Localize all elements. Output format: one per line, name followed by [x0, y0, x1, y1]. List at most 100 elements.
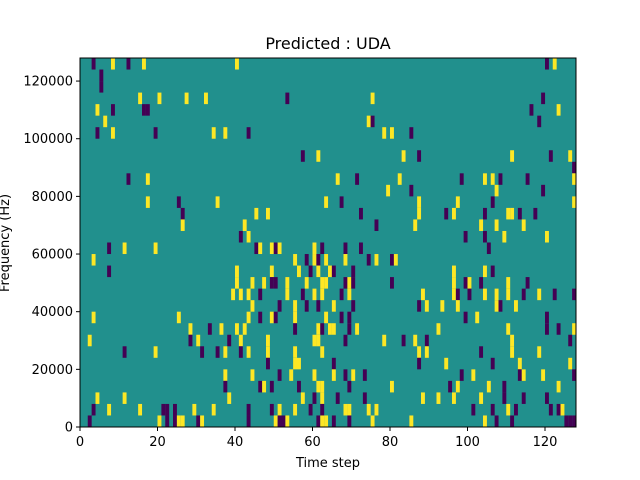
- heatmap-cell: [362, 392, 367, 404]
- heatmap-cell: [355, 173, 360, 185]
- heatmap-cell: [285, 92, 290, 105]
- x-axis-label: Time step: [295, 456, 360, 471]
- heatmap-cell: [320, 403, 325, 416]
- heatmap-cell: [351, 369, 356, 381]
- heatmap-cell: [390, 277, 394, 289]
- y-tick-label: 0: [65, 421, 73, 436]
- heatmap-cell: [111, 58, 115, 70]
- heatmap-cell: [514, 403, 518, 416]
- heatmap-cell: [297, 357, 301, 370]
- heatmap-cell: [490, 357, 495, 370]
- heatmap-cell: [409, 415, 414, 427]
- heatmap-cell: [87, 334, 92, 347]
- heatmap-cell: [324, 254, 329, 266]
- heatmap-cell: [103, 115, 108, 128]
- heatmap-cell: [316, 265, 321, 278]
- heatmap-cell: [351, 265, 356, 278]
- heatmap-cell: [421, 288, 425, 301]
- heatmap-cell: [320, 323, 325, 335]
- heatmap-cell: [556, 104, 561, 116]
- heatmap-cell: [223, 346, 228, 358]
- heatmap-cell: [320, 392, 325, 404]
- heatmap-cell: [107, 403, 112, 416]
- heatmap-cell: [235, 58, 239, 70]
- heatmap-cell: [273, 277, 278, 289]
- heatmap-cell: [521, 219, 526, 231]
- heatmap-cell: [277, 415, 282, 427]
- heatmap-cell: [471, 403, 476, 416]
- heatmap-cell: [316, 380, 321, 393]
- x-tick-label: 20: [149, 435, 166, 450]
- heatmap-cell: [320, 380, 325, 393]
- heatmap-cell: [269, 265, 274, 278]
- heatmap-cell: [347, 288, 352, 301]
- heatmap-cell: [459, 369, 464, 381]
- heatmap-cell: [316, 254, 321, 266]
- heatmap-cell: [266, 357, 270, 370]
- heatmap-cell: [242, 323, 247, 335]
- heatmap-cell: [312, 334, 317, 347]
- heatmap-cell: [556, 323, 561, 335]
- heatmap-cell: [269, 403, 274, 416]
- heatmap-cell: [273, 415, 278, 427]
- y-tick-label: 80000: [32, 190, 73, 205]
- heatmap-cell: [343, 403, 348, 416]
- heatmap-cell: [250, 300, 255, 312]
- heatmap-cell: [417, 196, 422, 208]
- heatmap-cell: [235, 323, 239, 335]
- heatmap-cell: [235, 265, 239, 278]
- heatmap-cell: [529, 104, 534, 116]
- heatmap-cell: [525, 277, 530, 289]
- heatmap-cell: [343, 254, 348, 266]
- heatmap-cell: [293, 311, 298, 324]
- heatmap-cell: [91, 58, 96, 70]
- heatmap-cell: [483, 288, 487, 301]
- heatmap-cell: [370, 415, 375, 427]
- heatmap-cell: [242, 219, 247, 231]
- heatmap-cell: [235, 277, 239, 289]
- heatmap-cells: [87, 58, 577, 427]
- heatmap-cell: [180, 207, 185, 220]
- heatmap-cell: [355, 323, 360, 335]
- heatmap-cell: [91, 254, 96, 266]
- heatmap-cell: [537, 115, 542, 128]
- heatmap-cell: [343, 369, 348, 381]
- heatmap-cell: [138, 92, 143, 105]
- heatmap-cell: [390, 380, 394, 393]
- heatmap-cell: [204, 92, 208, 105]
- heatmap-cell: [455, 300, 460, 312]
- heatmap-cell: [506, 277, 511, 289]
- heatmap-cell: [366, 254, 371, 266]
- x-tick-label: 100: [455, 435, 480, 450]
- heatmap-cell: [176, 415, 181, 427]
- heatmap-cell: [498, 300, 503, 312]
- heatmap-cell: [374, 403, 379, 416]
- chart-title: Predicted : UDA: [265, 34, 390, 53]
- heatmap-cell: [324, 196, 329, 208]
- heatmap-cell: [308, 265, 313, 278]
- heatmap-cell: [455, 380, 460, 393]
- heatmap-cell: [506, 403, 511, 416]
- y-tick-label: 20000: [32, 363, 73, 378]
- heatmap-cell: [312, 288, 317, 301]
- heatmap-cell: [424, 346, 429, 358]
- heatmap-cell: [502, 392, 507, 404]
- heatmap-cell: [328, 265, 332, 278]
- heatmap-cell: [211, 127, 216, 139]
- heatmap-cell: [386, 184, 391, 197]
- heatmap-cell: [246, 415, 251, 427]
- heatmap-cell: [107, 265, 112, 278]
- heatmap-cell: [393, 254, 398, 266]
- heatmap-cell: [494, 415, 499, 427]
- heatmap-cell: [541, 369, 546, 381]
- heatmap-cell: [479, 392, 484, 404]
- heatmap-cell: [180, 415, 185, 427]
- heatmap-cell: [269, 277, 274, 289]
- heatmap-cell: [293, 254, 298, 266]
- heatmap-cell: [417, 207, 422, 220]
- heatmap-cell: [320, 415, 325, 427]
- heatmap-cell: [254, 207, 259, 220]
- heatmap-cell: [266, 334, 270, 347]
- heatmap-cell: [413, 334, 418, 347]
